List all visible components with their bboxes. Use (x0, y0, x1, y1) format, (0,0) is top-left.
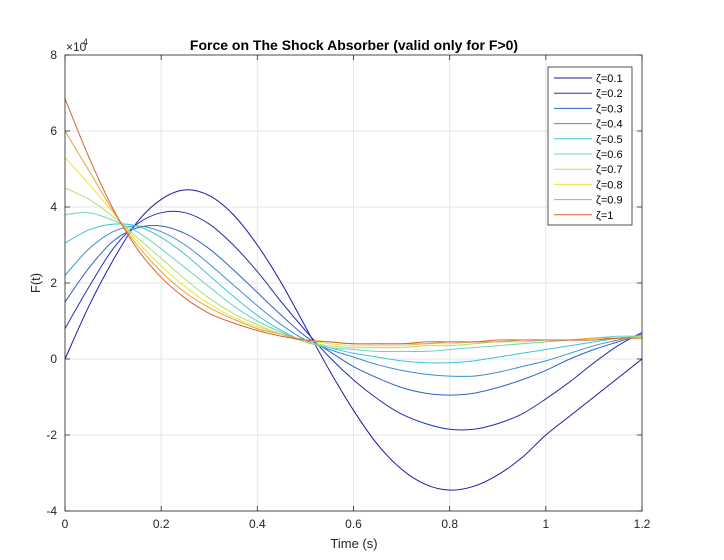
y-tick-label: 2 (50, 276, 57, 290)
x-tick-label: 1.2 (634, 517, 651, 531)
legend-label-8: ζ=0.8 (596, 179, 623, 191)
legend-label-9: ζ=0.9 (596, 195, 623, 207)
y-tick-label: 4 (50, 200, 57, 214)
legend-label-5: ζ=0.5 (596, 134, 623, 146)
y-tick-label: -2 (46, 428, 57, 442)
y-axis-label: F(t) (28, 273, 43, 293)
series-line-1 (64, 189, 643, 491)
series-line-10 (64, 98, 643, 345)
series-line-3 (64, 225, 643, 396)
legend-label-10: ζ=1 (596, 210, 613, 222)
series-lines (64, 98, 643, 491)
x-tick-label: 0.8 (441, 517, 458, 531)
legend-label-6: ζ=0.6 (596, 149, 623, 161)
legend-label-7: ζ=0.7 (596, 164, 623, 176)
x-axis-label: Time (s) (330, 536, 377, 551)
tick-labels: 0 0.2 0.4 0.6 0.8 1 1.2 -4 -2 0 2 4 6 8 (46, 48, 650, 531)
x-tick-label: 1 (542, 517, 549, 531)
series-line-4 (64, 225, 643, 377)
y-exponent-power: 4 (83, 37, 88, 47)
legend-label-3: ζ=0.3 (596, 103, 623, 115)
y-tick-label: 0 (50, 352, 57, 366)
x-tick-label: 0.4 (249, 517, 266, 531)
legend: ζ=0.1 ζ=0.2 ζ=0.3 ζ=0.4 ζ=0.5 ζ=0.6 ζ=0.7 ζ=0.8… (547, 66, 633, 226)
legend-label-1: ζ=0.1 (596, 73, 623, 85)
ticks (64, 54, 643, 512)
y-exponent-label: ×10 4 (66, 37, 88, 54)
legend-label-2: ζ=0.2 (596, 88, 623, 100)
y-tick-label: -4 (46, 504, 57, 518)
series-line-2 (64, 210, 643, 431)
chart-title: Force on The Shock Absorber (valid only … (190, 37, 518, 53)
x-tick-label: 0.6 (345, 517, 362, 531)
x-tick-label: 0.2 (153, 517, 170, 531)
legend-label-4: ζ=0.4 (596, 119, 623, 131)
series-line-5 (64, 223, 643, 364)
y-tick-label: 8 (50, 48, 57, 62)
series-line-6 (64, 211, 643, 353)
y-tick-label: 6 (50, 124, 57, 138)
x-tick-label: 0 (62, 517, 69, 531)
y-exponent-base: ×10 (66, 40, 87, 54)
